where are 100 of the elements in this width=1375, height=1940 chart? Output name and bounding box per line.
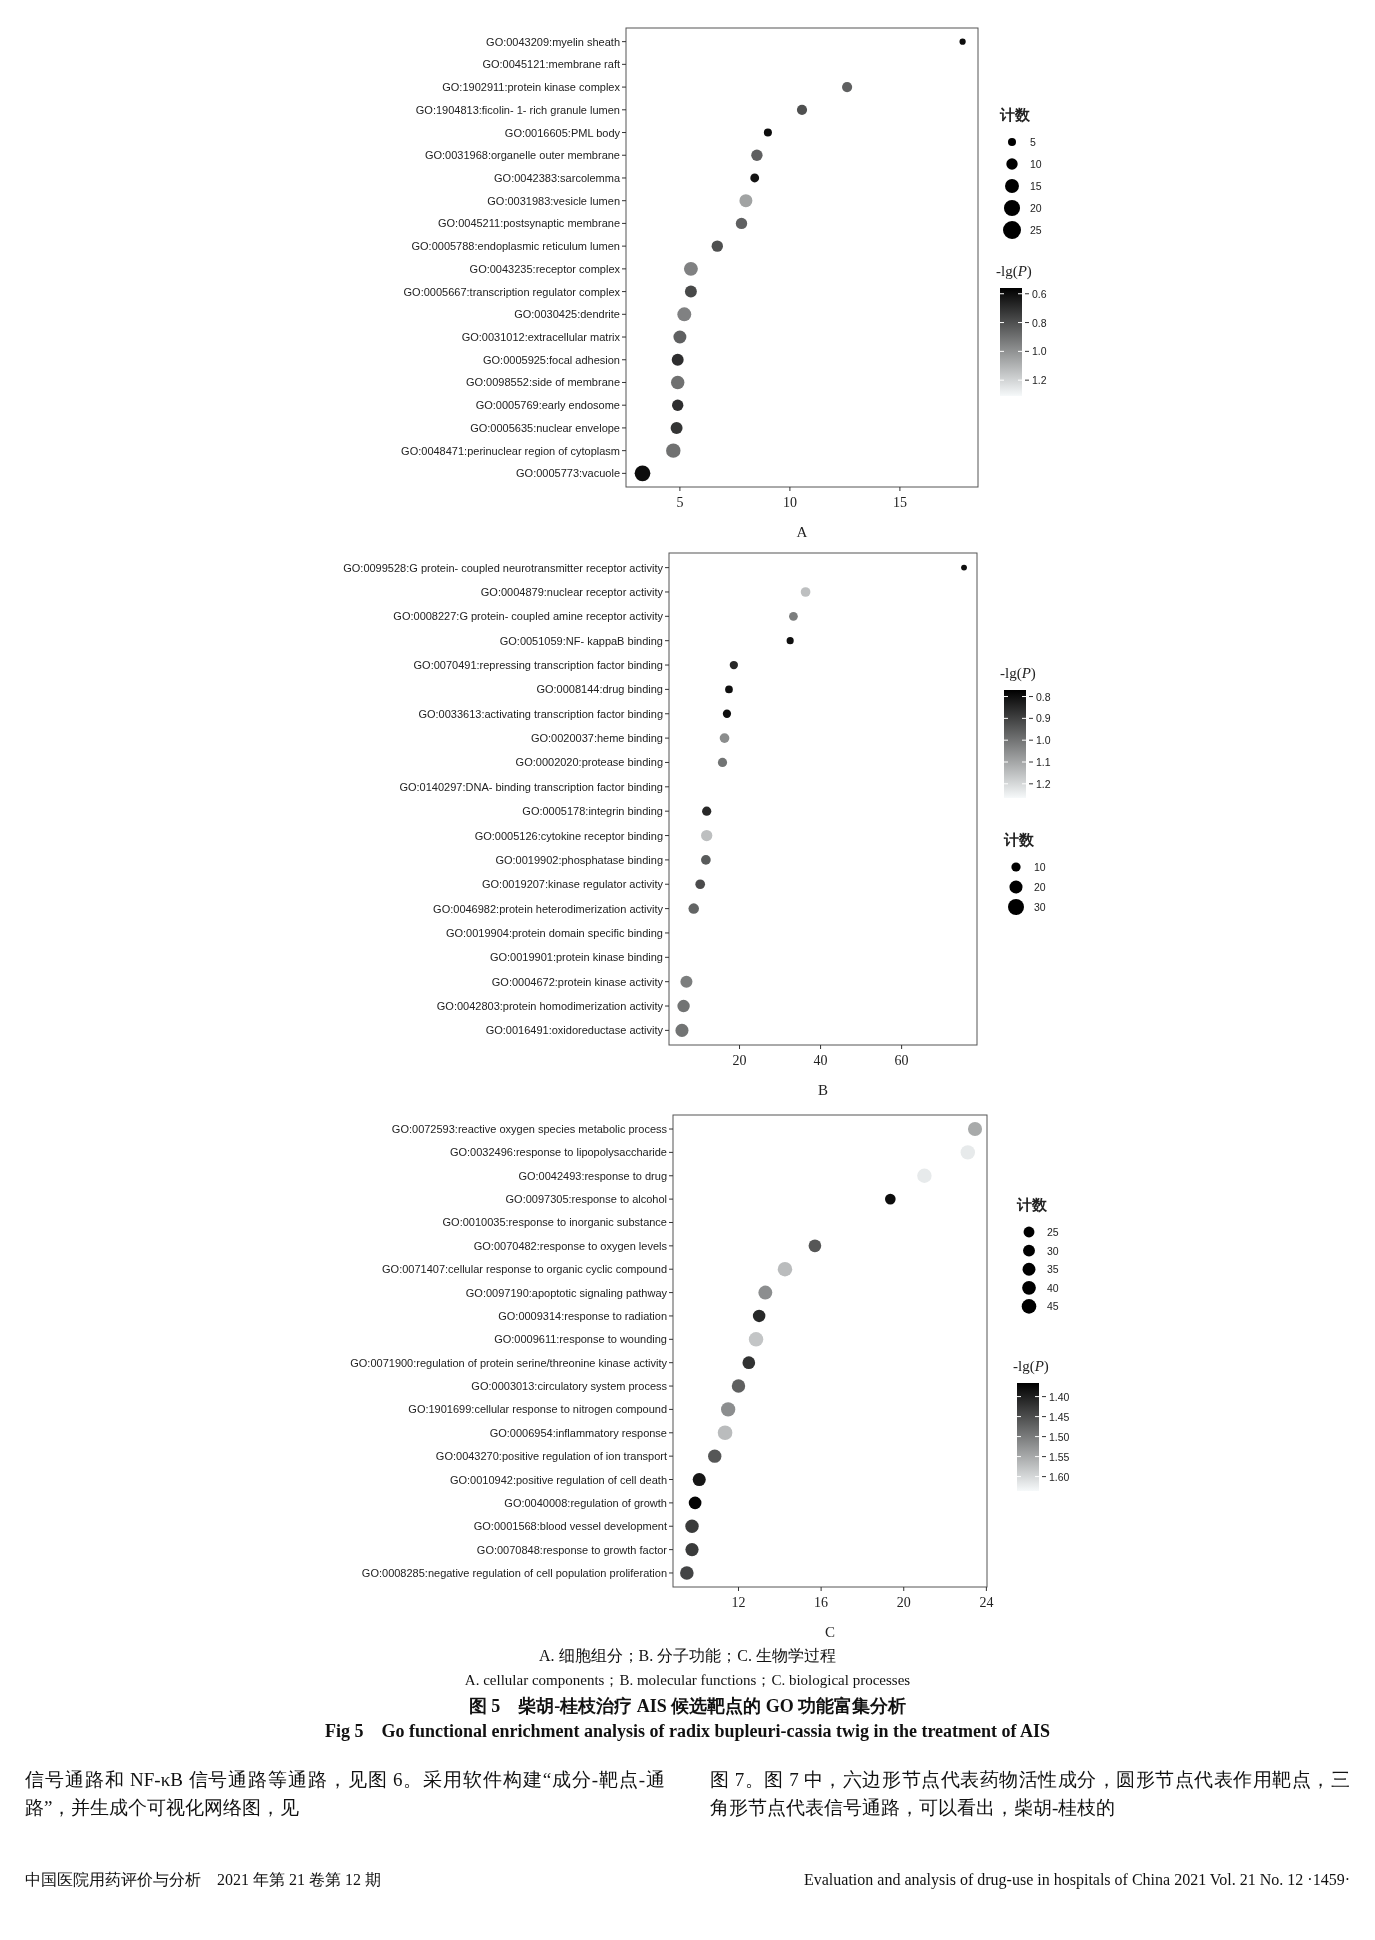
y-tick-label: GO:0051059:NF- kappaB binding [499, 634, 663, 647]
y-tick-label: GO:0032496:response to lipopolysaccharide [449, 1146, 667, 1159]
y-tick-label: GO:0016605:PML body [504, 126, 621, 139]
legend-label: 25 [1030, 224, 1042, 236]
y-tick-label: GO:0008285:negative regulation of cell population proliferation [361, 1566, 667, 1579]
caption: 图 7。图 7 中，六边形节点代表药物活性成分，圆形节点代表作用靶点，三角形节点代表信号通路，可以看出，柴胡-桂枝的 [710, 1768, 1350, 1820]
y-tick-label: GO:0001568:blood vessel development [473, 1520, 667, 1533]
y-tick-label: GO:0099528:G protein- coupled neurotransmitter receptor activity [343, 561, 664, 574]
y-tick-label: GO:0070848:response to growth factor [476, 1543, 668, 1556]
y-tick-label: GO:0019904:protein domain specific binding [445, 926, 663, 939]
y-tick-label: GO:0005925:focal adhesion [483, 353, 620, 366]
legend-label: 35 [1047, 1263, 1059, 1276]
x-tick-label: 12 [731, 1595, 746, 1610]
color-bar-label: 0.6 [1032, 287, 1047, 300]
y-tick-label: GO:0002020:protease binding [515, 756, 663, 769]
legend-title: 计数 [1016, 1197, 1048, 1213]
y-tick-label: GO:0043235:receptor complex [469, 262, 621, 275]
y-tick-label: GO:0043270:positive regulation of ion transport [435, 1450, 667, 1463]
y-tick-label: GO:0010035:response to inorganic substance [442, 1216, 667, 1229]
y-tick-label: GO:0004672:protein kinase activity [491, 975, 664, 988]
color-bar-title: -lg(P) [1013, 1358, 1049, 1375]
legend-label: 40 [1047, 1281, 1059, 1294]
color-bar-label: 1.1 [1036, 756, 1051, 768]
legend-title: 计数 [1003, 832, 1035, 848]
legend-title: 计数 [999, 107, 1031, 123]
legend-label: 10 [1034, 861, 1046, 873]
y-tick-label: GO:0005788:endoplasmic reticulum lumen [411, 240, 620, 253]
y-tick-label: GO:0045211:postsynaptic membrane [437, 217, 620, 230]
color-bar-label: 0.9 [1036, 712, 1051, 725]
y-tick-label: GO:0005769:early endosome [475, 399, 620, 412]
text: Evaluation and analysis of drug-use in hospitals of China 2021 Vol. 21 No. 12 ·1459· [803, 1870, 1350, 1891]
y-tick-label: GO:0005126:cytokine receptor binding [474, 829, 663, 842]
x-tick-label: 16 [814, 1595, 829, 1610]
y-tick-label: GO:0097190:apoptotic signaling pathway [465, 1286, 668, 1299]
y-tick-label: GO:0071900:regulation of protein serine/threonine kinase activity [350, 1356, 668, 1369]
legend-label: 5 [1030, 136, 1036, 148]
y-tick-label: GO:0019902:phosphatase binding [495, 853, 663, 866]
y-tick-label: GO:1902911:protein kinase complex [442, 81, 621, 94]
legend-label: 20 [1030, 202, 1042, 214]
color-bar-label: 1.45 [1049, 1410, 1070, 1423]
legend-label: 25 [1047, 1226, 1059, 1238]
y-tick-label: GO:0003013:circulatory system process [471, 1380, 668, 1393]
y-tick-label: GO:0031983:vesicle lumen [487, 194, 620, 207]
legend-label: 10 [1030, 158, 1042, 170]
x-tick-label: 60 [894, 1053, 909, 1068]
y-tick-label: GO:0004879:nuclear receptor activity [480, 585, 664, 598]
y-tick-label: GO:0005635:nuclear envelope [470, 421, 620, 434]
x-axis-title: C [824, 1624, 836, 1640]
y-tick-label: GO:0031968:organelle outer membrane [424, 149, 620, 162]
x-tick-label: 20 [732, 1053, 747, 1068]
color-bar-label: 1.0 [1036, 734, 1051, 747]
x-axis-title: A [796, 524, 808, 540]
y-tick-label: GO:0097305:response to alcohol [505, 1193, 667, 1206]
color-bar-label: 1.0 [1032, 345, 1047, 358]
y-tick-label: GO:0042383:sarcolemma [494, 171, 621, 184]
y-tick-label: GO:0010942:positive regulation of cell death [449, 1473, 667, 1486]
color-bar-label: 1.55 [1049, 1450, 1070, 1463]
y-tick-label: GO:1904813:ficolin- 1- rich granule lumen [415, 103, 620, 116]
y-tick-label: GO:0098552:side of membrane [465, 376, 620, 389]
y-tick-label: GO:0019901:protein kinase binding [489, 951, 663, 964]
y-tick-label: GO:0008144:drug binding [536, 683, 663, 696]
y-tick-label: GO:0030425:dendrite [514, 308, 620, 321]
y-tick-label: GO:0140297:DNA- binding transcription factor binding [399, 780, 663, 793]
color-bar-label: 0.8 [1036, 690, 1051, 703]
text: A. 细胞组分；B. 分子功能；C. 生物学过程 [538, 1646, 837, 1666]
y-tick-label: GO:0042803:protein homodimerization activity [436, 1000, 664, 1013]
caption: Fig 5 Go functional enrichment analysis of radix bupleuri-cassia twig in the treatment of AIS [323, 1720, 1052, 1743]
y-tick-label: GO:0045121:membrane raft [482, 58, 620, 71]
y-tick-label: GO:0070491:repressing transcription factor binding [413, 659, 663, 672]
legend-label: 30 [1047, 1244, 1059, 1257]
legend-label: 20 [1034, 881, 1046, 893]
y-tick-label: GO:0020037:heme binding [530, 732, 663, 745]
y-tick-label: GO:0070482:response to oxygen levels [473, 1239, 668, 1252]
legend-label: 45 [1047, 1300, 1059, 1313]
color-bar-label: 1.2 [1036, 777, 1051, 790]
x-tick-label: 24 [979, 1595, 994, 1610]
color-bar-label: 1.60 [1049, 1470, 1070, 1483]
y-tick-label: GO:0040008:regulation of growth [504, 1496, 667, 1509]
color-bar-label: 1.40 [1049, 1390, 1070, 1403]
y-tick-label: GO:0005178:integrin binding [522, 805, 663, 818]
y-tick-label: GO:0006954:inflammatory response [489, 1426, 667, 1439]
y-tick-label: GO:0009314:response to radiation [498, 1309, 667, 1322]
legend-label: 15 [1030, 180, 1042, 192]
y-tick-label: GO:0033613:activating transcription factor binding [418, 707, 663, 720]
color-bar-title: -lg(P) [996, 263, 1032, 280]
y-tick-label: GO:0005773:vacuole [516, 467, 620, 480]
text: A. cellular components；B. molecular functions；C. biological processes [463, 1671, 912, 1690]
y-tick-label: GO:0008227:G protein- coupled amine receptor activity [393, 610, 664, 623]
y-tick-label: GO:1901699:cellular response to nitrogen compound [408, 1403, 667, 1416]
y-tick-label: GO:0009611:response to wounding [494, 1333, 667, 1346]
text: 中国医院用药评价与分析 2021 年第 21 卷第 12 期 [25, 1870, 382, 1890]
x-tick-label: 5 [676, 495, 684, 510]
y-tick-label: GO:0072593:reactive oxygen species metabolic process [391, 1123, 668, 1136]
color-bar-label: 1.50 [1049, 1430, 1070, 1443]
y-tick-label: GO:0005667:transcription regulator complex [403, 285, 621, 298]
x-tick-label: 10 [782, 495, 797, 510]
x-tick-label: 40 [813, 1053, 828, 1068]
color-bar-label: 1.2 [1032, 374, 1047, 387]
caption: 图 5 柴胡-桂枝治疗 AIS 候选靶点的 GO 功能富集分析 [467, 1695, 908, 1718]
x-tick-label: 20 [896, 1595, 911, 1610]
